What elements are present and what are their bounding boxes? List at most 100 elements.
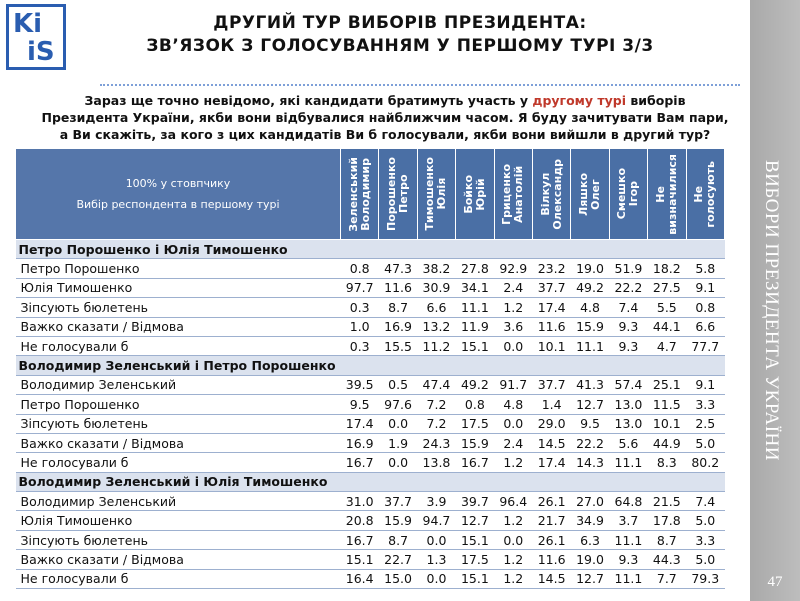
cell-value: 12.7 — [570, 569, 610, 590]
column-header: Не голосують — [685, 148, 726, 240]
cell-value: 0.0 — [378, 414, 418, 434]
cell-value: 31.0 — [340, 491, 379, 512]
cell-value: 22.2 — [570, 433, 610, 454]
cell-value: 47.4 — [417, 375, 456, 396]
cell-value: 96.4 — [494, 491, 533, 512]
title-line: ЗВ’ЯЗОК З ГОЛОСУВАННЯМ У ПЕРШОМУ ТУРІ 3/… — [146, 36, 654, 56]
cell-value: 34.9 — [570, 510, 610, 531]
cell-value: 3.7 — [609, 510, 648, 531]
cell-value: 11.1 — [570, 336, 610, 357]
row-label: Не голосували б — [15, 452, 341, 473]
row-label: Петро Порошенко — [15, 258, 341, 279]
cell-value: 0.0 — [494, 414, 533, 434]
data-row: Юлія Тимошенко 97.7 11.6 30.9 34.1 2.4 37.7 49.… — [15, 278, 725, 299]
cell-value: 11.1 — [609, 530, 648, 551]
cell-value: 5.0 — [686, 510, 725, 531]
cell-value: 29.0 — [532, 414, 571, 434]
cell-value: 11.6 — [378, 278, 418, 299]
cell-value: 37.7 — [532, 375, 571, 396]
cell-value: 0.0 — [417, 530, 456, 551]
cell-value: 1.3 — [417, 549, 456, 570]
column-label-line: Олег — [589, 178, 603, 210]
cell-value: 27.8 — [455, 258, 495, 279]
cell-value: 2.4 — [494, 433, 533, 454]
cell-value: 11.1 — [455, 297, 495, 318]
cell-value: 0.0 — [417, 569, 456, 590]
data-row: Не голосували б 0.3 15.5 11.2 15.1 0.0 10.1 11.… — [15, 336, 725, 357]
cell-value: 21.5 — [647, 491, 687, 512]
cell-value: 22.2 — [609, 278, 648, 299]
cell-value: 0.8 — [455, 394, 495, 415]
column-header: Тимошенко Юлія — [416, 148, 457, 240]
column-label: Ляшко Олег — [577, 173, 603, 216]
cell-value: 57.4 — [609, 375, 648, 396]
cell-value: 7.4 — [609, 297, 648, 318]
cell-value: 44.3 — [647, 549, 687, 570]
data-row: Не голосували б 16.4 15.0 0.0 15.1 1.2 14.5 12.… — [15, 569, 725, 590]
column-label-line: Петро — [397, 174, 411, 214]
cell-value: 49.2 — [570, 278, 610, 299]
data-row: Петро Порошенко 9.5 97.6 7.2 0.8 4.8 1.4 12.7 13… — [15, 394, 725, 415]
column-label: Вілкул Олександр — [539, 159, 564, 230]
column-label-line: Ігор — [627, 181, 641, 207]
cell-value: 51.9 — [609, 258, 648, 279]
column-label: Смешко Ігор — [615, 168, 641, 219]
data-row: Володимир Зеленський 39.5 0.5 47.4 49.2 91.7 3… — [15, 375, 725, 396]
column-header: Ляшко Олег — [570, 148, 610, 240]
cell-value: 1.2 — [494, 510, 533, 531]
section-row: Петро Порошенко і Юлія Тимошенко — [15, 239, 725, 260]
column-header: Порошенко Петро — [378, 148, 418, 240]
cell-value: 0.3 — [340, 297, 379, 318]
sidebar-text: ВИБОРИ ПРЕЗИДЕНТА УКРАЇНИ — [761, 160, 782, 461]
cell-value: 13.0 — [609, 414, 648, 434]
cell-value: 1.2 — [494, 297, 533, 318]
data-row: Зіпсують бюлетень 17.4 0.0 7.2 17.5 0.0 29.0 9.… — [15, 414, 725, 434]
cell-value: 5.6 — [609, 433, 648, 454]
cell-value: 19.0 — [570, 549, 610, 570]
row-label: Важко сказати / Відмова — [15, 433, 341, 454]
section-row: Володимир Зеленський і Юлія Тимошенко — [15, 472, 725, 493]
cell-value: 1.2 — [494, 549, 533, 570]
question-highlight: другому турі — [532, 93, 627, 108]
column-label-line: Володимир — [358, 157, 372, 231]
cell-value: 4.7 — [647, 336, 687, 357]
cell-value: 64.8 — [609, 491, 648, 512]
cell-value: 13.0 — [609, 394, 648, 415]
cell-value: 15.1 — [455, 530, 495, 551]
cell-value: 17.8 — [647, 510, 687, 531]
cell-value: 44.9 — [647, 433, 687, 454]
cell-value: 0.0 — [494, 336, 533, 357]
row-label: Володимир Зеленський — [15, 375, 341, 396]
cell-value: 34.1 — [455, 278, 495, 299]
cell-value: 92.9 — [494, 258, 533, 279]
cell-value: 18.2 — [647, 258, 687, 279]
cell-value: 15.9 — [378, 510, 418, 531]
cell-value: 16.9 — [378, 317, 418, 337]
data-row: Володимир Зеленський 31.0 37.7 3.9 39.7 96.4 2… — [15, 491, 725, 512]
title: ДРУГИЙ ТУР ВИБОРІВ ПРЕЗИДЕНТА: ЗВ’ЯЗОК З… — [120, 12, 680, 58]
cell-value: 0.8 — [686, 297, 725, 318]
column-label-line: Юлія — [435, 178, 449, 210]
cell-value: 10.1 — [647, 414, 687, 434]
column-label: Зеленський Володимир — [347, 157, 372, 232]
cell-value: 11.1 — [609, 569, 648, 590]
data-row: Важко сказати / Відмова 15.1 22.7 1.3 17.5 1.… — [15, 549, 725, 570]
cell-value: 8.3 — [647, 452, 687, 473]
cell-value: 0.8 — [340, 258, 379, 279]
cell-value: 11.6 — [532, 549, 571, 570]
cell-value: 13.8 — [417, 452, 456, 473]
cell-value: 1.4 — [532, 394, 571, 415]
data-row: Важко сказати / Відмова 1.0 16.9 13.2 11.9 3.… — [15, 317, 725, 337]
logo: Ki iS — [6, 4, 66, 70]
data-row: Зіпсують бюлетень 16.7 8.7 0.0 15.1 0.0 26.1 6.… — [15, 530, 725, 551]
cell-value: 77.7 — [686, 336, 725, 357]
cell-value: 19.0 — [570, 258, 610, 279]
column-label: Порошенко Петро — [385, 157, 411, 231]
divider — [100, 84, 740, 86]
cell-value: 15.1 — [455, 336, 495, 357]
cell-value: 15.1 — [340, 549, 379, 570]
cell-value: 44.1 — [647, 317, 687, 337]
cell-value: 0.5 — [378, 375, 418, 396]
row-label: Не голосували б — [15, 336, 341, 357]
cell-value: 4.8 — [570, 297, 610, 318]
